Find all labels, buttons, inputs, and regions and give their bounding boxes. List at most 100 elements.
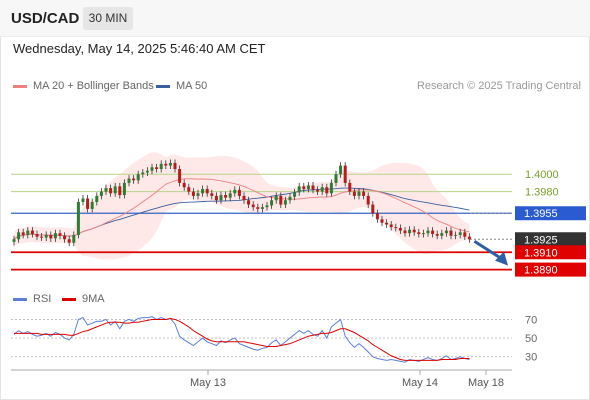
candle-body bbox=[49, 234, 53, 239]
candle-body bbox=[81, 198, 85, 202]
candle-body bbox=[30, 230, 34, 235]
candle-body bbox=[219, 195, 223, 201]
candle-body bbox=[164, 163, 168, 166]
candle-body bbox=[256, 207, 260, 209]
candle-body bbox=[449, 230, 453, 236]
candle-body bbox=[444, 230, 448, 234]
candle-body bbox=[242, 195, 246, 201]
level-label-box-1.3955 bbox=[515, 206, 586, 221]
candle-body bbox=[306, 185, 310, 189]
candle-body bbox=[40, 236, 44, 238]
candle-body bbox=[53, 233, 57, 239]
rsi-tick-50: 50 bbox=[525, 333, 537, 345]
rsi-9ma-line bbox=[14, 318, 470, 361]
candle-body bbox=[435, 234, 439, 236]
chart-header: USD/CAD 30 MIN bbox=[0, 0, 590, 37]
candle-body bbox=[224, 195, 228, 198]
level-label-1.4000: 1.4000 bbox=[525, 169, 559, 181]
candle-body bbox=[274, 195, 278, 201]
level-label-1.3980: 1.3980 bbox=[525, 187, 559, 199]
candle-body bbox=[348, 182, 352, 192]
candle-body bbox=[26, 230, 30, 235]
level-lines-layer bbox=[11, 173, 512, 271]
candle-body bbox=[265, 205, 269, 208]
candle-body bbox=[12, 239, 16, 242]
candle-body bbox=[99, 191, 103, 196]
ma50-swatch bbox=[156, 84, 170, 88]
candle-body bbox=[63, 235, 67, 240]
candle-body bbox=[426, 230, 430, 234]
symbol-title: USD/CAD bbox=[11, 10, 80, 27]
candle-body bbox=[113, 186, 117, 194]
candle-body bbox=[283, 200, 287, 205]
rsi-panel: 70 50 30 bbox=[11, 314, 537, 364]
candle-body bbox=[375, 213, 379, 220]
level-label-1.3890: 1.3890 bbox=[524, 265, 558, 277]
candle-body bbox=[191, 191, 195, 196]
candle-body bbox=[173, 162, 177, 170]
candle-body bbox=[362, 191, 366, 196]
candle-body bbox=[251, 204, 255, 208]
candle-body bbox=[205, 188, 209, 194]
legend-ma50-label: MA 50 bbox=[176, 80, 208, 92]
timeframe-badge[interactable]: 30 MIN bbox=[83, 7, 133, 30]
datetime-label: Wednesday, May 14, 2025 5:46:40 AM CET bbox=[13, 41, 266, 56]
candle-body bbox=[136, 174, 140, 181]
forecast-arrow-shaft bbox=[473, 239, 504, 261]
forecast-arrow-head bbox=[495, 251, 508, 266]
candle-body bbox=[329, 182, 333, 194]
candle-body bbox=[228, 193, 232, 198]
candle-body bbox=[380, 219, 384, 223]
candle-body bbox=[76, 201, 80, 235]
candle-body bbox=[86, 198, 90, 209]
candle-body bbox=[270, 200, 274, 206]
level-label-box-1.3910 bbox=[515, 245, 586, 260]
candle-body bbox=[431, 230, 435, 235]
bollinger-band bbox=[14, 152, 470, 260]
candle-body bbox=[352, 191, 356, 196]
x-label-May 13: May 13 bbox=[190, 377, 226, 389]
candle-body bbox=[412, 229, 416, 233]
candle-body bbox=[398, 227, 402, 231]
candle-body bbox=[297, 186, 301, 193]
candle-body bbox=[132, 178, 136, 181]
candle-body bbox=[150, 167, 154, 171]
candle-body bbox=[196, 193, 200, 196]
candle-body bbox=[339, 165, 343, 175]
ma20-swatch bbox=[13, 84, 27, 88]
legend-9ma: 9MA bbox=[62, 293, 105, 305]
candle-body bbox=[334, 174, 338, 183]
moving-average-layer bbox=[13, 178, 470, 240]
candle-body bbox=[21, 232, 25, 235]
candle-body bbox=[233, 189, 237, 194]
rsi-swatch bbox=[13, 297, 27, 301]
candle-body bbox=[168, 162, 172, 166]
candles-layer bbox=[12, 159, 471, 247]
candle-body bbox=[118, 186, 122, 196]
candle-body bbox=[293, 192, 297, 197]
candle-body bbox=[95, 195, 99, 202]
level-label-1.3910: 1.3910 bbox=[524, 247, 558, 259]
candle-body bbox=[325, 187, 329, 194]
level-label-box-1.3890 bbox=[515, 262, 586, 277]
candle-body bbox=[201, 188, 205, 194]
candle-body bbox=[403, 230, 407, 234]
candle-body bbox=[145, 170, 149, 173]
x-axis: May 13 May 14 May 18 bbox=[11, 369, 512, 389]
legend-rsi: RSI bbox=[13, 293, 51, 305]
candle-body bbox=[247, 200, 251, 205]
candle-body bbox=[463, 232, 467, 237]
legend-rsi-label: RSI bbox=[33, 293, 52, 305]
ma9-swatch bbox=[62, 297, 76, 301]
candle-body bbox=[467, 236, 471, 240]
candle-body bbox=[316, 189, 320, 192]
candle-body bbox=[371, 204, 375, 214]
legend-ma50: MA 50 bbox=[156, 80, 207, 92]
candle-body bbox=[421, 233, 425, 235]
candle-body bbox=[260, 207, 264, 209]
legend-ma20-label: MA 20 + Bollinger Bands bbox=[33, 80, 154, 92]
candle-body bbox=[311, 185, 315, 190]
candle-body bbox=[159, 163, 163, 170]
